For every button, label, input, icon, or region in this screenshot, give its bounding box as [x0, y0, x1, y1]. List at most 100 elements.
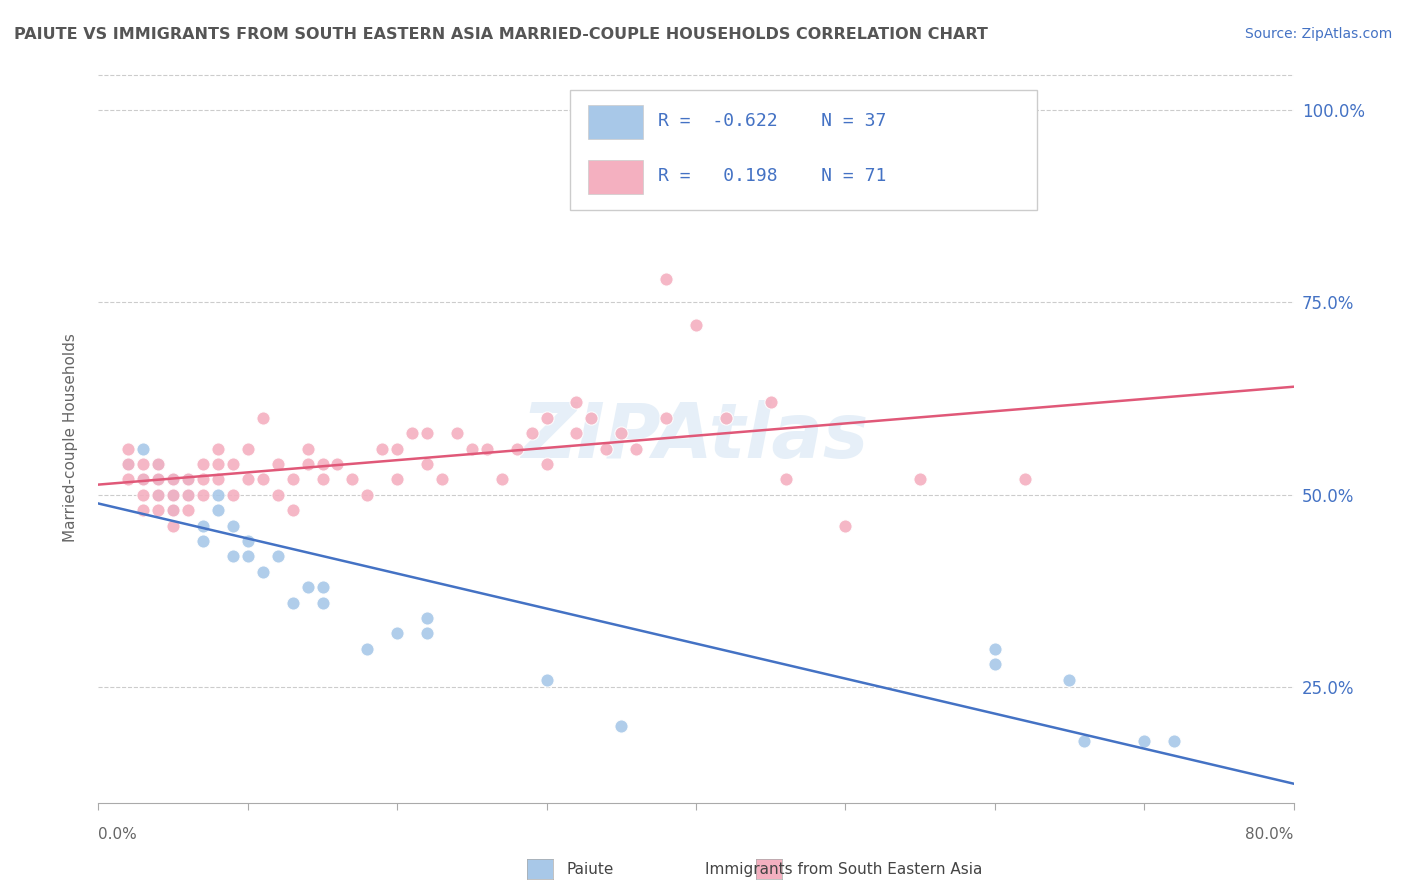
Point — [177, 488, 200, 502]
Point — [297, 580, 319, 594]
Point — [132, 472, 155, 486]
Point — [1073, 734, 1095, 748]
Text: Source: ZipAtlas.com: Source: ZipAtlas.com — [1244, 27, 1392, 41]
Point — [416, 426, 439, 441]
Point — [1163, 734, 1185, 748]
Point — [311, 472, 333, 486]
Point — [252, 565, 274, 579]
Point — [416, 626, 439, 640]
Point — [908, 472, 931, 486]
Point — [610, 426, 633, 441]
Text: R =  -0.622    N = 37: R = -0.622 N = 37 — [658, 112, 886, 130]
Y-axis label: Married-couple Households: Married-couple Households — [63, 333, 77, 541]
Point — [132, 472, 155, 486]
Point — [191, 518, 214, 533]
Point — [281, 503, 304, 517]
Point — [491, 472, 513, 486]
Point — [132, 503, 155, 517]
Point — [371, 442, 394, 456]
Point — [162, 472, 184, 486]
Point — [148, 472, 170, 486]
Point — [1133, 734, 1156, 748]
Point — [117, 442, 139, 456]
Point — [177, 472, 200, 486]
Point — [252, 472, 274, 486]
Point — [655, 272, 678, 286]
FancyBboxPatch shape — [589, 105, 644, 138]
Point — [207, 442, 229, 456]
Point — [162, 472, 184, 486]
Point — [177, 488, 200, 502]
Point — [222, 518, 245, 533]
Point — [236, 534, 259, 549]
Point — [775, 472, 797, 486]
Point — [416, 611, 439, 625]
Point — [191, 488, 214, 502]
Point — [267, 488, 290, 502]
Point — [132, 442, 155, 456]
Point — [416, 457, 439, 471]
Point — [236, 442, 259, 456]
Point — [191, 457, 214, 471]
Point — [132, 457, 155, 471]
Point — [311, 457, 333, 471]
Point — [297, 457, 319, 471]
Point — [177, 503, 200, 517]
Point — [162, 503, 184, 517]
Point — [207, 488, 229, 502]
Point — [222, 488, 245, 502]
Point — [536, 673, 558, 687]
Point — [222, 549, 245, 564]
Point — [162, 488, 184, 502]
Point — [446, 426, 468, 441]
Point — [191, 472, 214, 486]
FancyBboxPatch shape — [589, 160, 644, 194]
Point — [281, 472, 304, 486]
Point — [311, 580, 333, 594]
Point — [475, 442, 498, 456]
Point — [536, 457, 558, 471]
Point — [148, 488, 170, 502]
Point — [520, 426, 543, 441]
Text: 80.0%: 80.0% — [1246, 827, 1294, 841]
Point — [207, 472, 229, 486]
Point — [581, 410, 603, 425]
Point — [385, 626, 409, 640]
Point — [626, 442, 648, 456]
Point — [162, 488, 184, 502]
Point — [148, 457, 170, 471]
Point — [326, 457, 349, 471]
Text: R =   0.198    N = 71: R = 0.198 N = 71 — [658, 167, 886, 185]
Point — [430, 472, 453, 486]
Point — [148, 472, 170, 486]
Point — [759, 395, 782, 409]
Point — [401, 426, 423, 441]
Point — [385, 472, 409, 486]
Point — [207, 457, 229, 471]
Point — [610, 719, 633, 733]
Point — [207, 503, 229, 517]
Point — [117, 457, 139, 471]
Point — [536, 410, 558, 425]
Point — [148, 503, 170, 517]
Point — [714, 410, 737, 425]
Point — [117, 457, 139, 471]
Point — [311, 596, 333, 610]
Point — [132, 488, 155, 502]
Point — [356, 641, 378, 656]
Point — [117, 472, 139, 486]
Point — [297, 442, 319, 456]
Point — [267, 457, 290, 471]
Point — [162, 518, 184, 533]
Point — [148, 488, 170, 502]
Point — [685, 318, 707, 333]
Point — [236, 549, 259, 564]
Point — [177, 472, 200, 486]
Point — [252, 410, 274, 425]
Point — [281, 596, 304, 610]
FancyBboxPatch shape — [571, 90, 1036, 211]
Point — [385, 442, 409, 456]
Text: ZIPAtlas: ZIPAtlas — [522, 401, 870, 474]
Text: 0.0%: 0.0% — [98, 827, 138, 841]
Text: PAIUTE VS IMMIGRANTS FROM SOUTH EASTERN ASIA MARRIED-COUPLE HOUSEHOLDS CORRELATI: PAIUTE VS IMMIGRANTS FROM SOUTH EASTERN … — [14, 27, 988, 42]
